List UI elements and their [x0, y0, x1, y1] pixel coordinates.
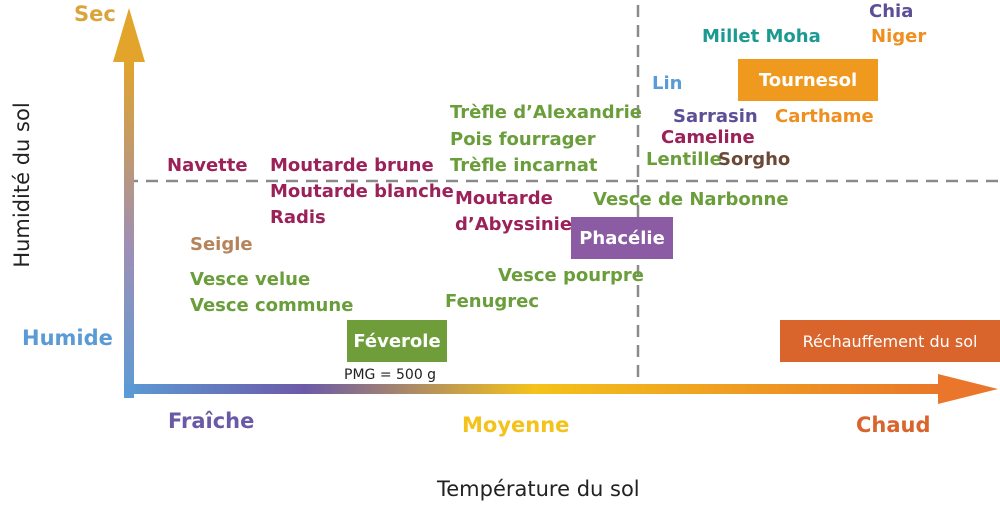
label-vesce-velue: Vesce velue	[190, 269, 311, 290]
y-axis-title: Humidité du sol	[10, 102, 34, 268]
label-sarrasin: Sarrasin	[673, 106, 758, 127]
label-navette: Navette	[167, 155, 248, 176]
label-vesce-narbonne: Vesce de Narbonne	[593, 189, 789, 210]
label-lentille: Lentille	[646, 149, 722, 170]
label-chia: Chia	[869, 1, 914, 22]
note-pmg: PMG = 500 g	[344, 367, 437, 383]
label-moutarde-blanche: Moutarde blanche	[270, 181, 454, 202]
label-vesce-pourpre: Vesce pourpre	[498, 265, 644, 286]
x-axis-mid-label: Moyenne	[462, 413, 570, 437]
label-seigle: Seigle	[190, 234, 253, 255]
label-sorgho: Sorgho	[718, 149, 791, 170]
x-axis-right-label: Chaud	[856, 413, 931, 437]
label-millet-moha: Millet Moha	[702, 26, 821, 47]
x-axis-shaft	[124, 384, 944, 394]
label-lin: Lin	[652, 73, 683, 94]
x-axis-title: Température du sol	[437, 477, 640, 501]
box-rechauffement-du-sol: Réchauffement du sol	[780, 320, 1000, 362]
label-trefle-alexandrie: Trèfle d’Alexandrie	[450, 102, 642, 123]
label-trefle-incarnat: Trèfle incarnat	[450, 155, 598, 176]
x-axis-left-label: Fraîche	[168, 409, 255, 433]
x-axis-arrowhead	[938, 374, 998, 404]
label-fenugrec: Fenugrec	[445, 291, 540, 312]
y-axis-top-label: Sec	[74, 2, 116, 26]
y-axis-arrowhead	[113, 8, 145, 62]
label-niger: Niger	[871, 26, 927, 47]
label-moutarde-abyssinie-line1: Moutarde	[455, 188, 553, 209]
label-pois-fourrager: Pois fourrager	[450, 129, 596, 150]
y-axis-bottom-label: Humide	[22, 326, 113, 350]
box-phacelie: Phacélie	[571, 217, 673, 259]
label-moutarde-brune: Moutarde brune	[270, 155, 434, 176]
label-cameline: Cameline	[661, 127, 755, 148]
label-carthame: Carthame	[775, 106, 874, 127]
label-moutarde-abyssinie-line2: d’Abyssinie	[455, 214, 573, 235]
label-radis: Radis	[270, 207, 326, 228]
label-vesce-commune: Vesce commune	[190, 295, 354, 316]
y-axis-shaft	[124, 60, 134, 398]
box-tournesol: Tournesol	[738, 59, 878, 101]
box-feverole: Féverole	[347, 320, 447, 362]
